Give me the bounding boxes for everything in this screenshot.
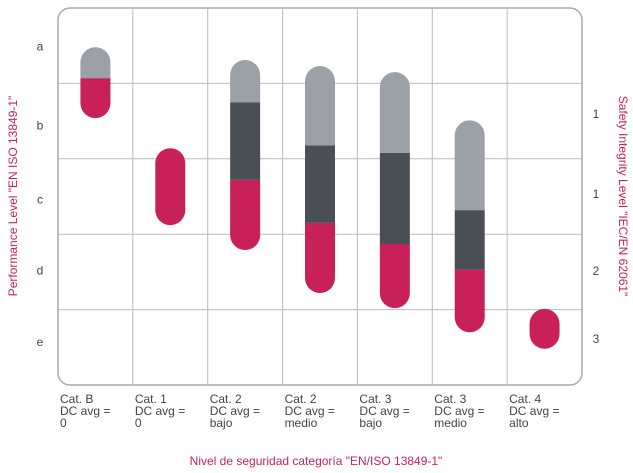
x-tick-label: DC avg = xyxy=(434,404,484,418)
y-tick-label: a xyxy=(37,39,44,53)
y-tick-label: b xyxy=(37,119,44,133)
x-tick-label: DC avg = xyxy=(285,404,335,418)
bar-segment xyxy=(305,66,335,146)
bar-segment xyxy=(379,152,410,245)
x-tick-label: medio xyxy=(285,416,318,430)
plot-frame xyxy=(57,7,583,386)
bar-segment xyxy=(155,148,186,226)
bar-segment xyxy=(305,145,335,223)
y2-tick-label: 1 xyxy=(593,107,600,121)
y-axis-label: Performance Level "EN ISO 13849-1" xyxy=(6,96,20,297)
x-tick-label: 0 xyxy=(60,416,67,430)
y-tick-label: e xyxy=(37,335,44,349)
bar-segment xyxy=(230,60,261,103)
bar-segment xyxy=(529,308,560,349)
bar-segment xyxy=(305,222,335,294)
x-tick-label: alto xyxy=(509,416,529,430)
x-tick-label: DC avg = xyxy=(359,404,409,418)
x-tick-label: medio xyxy=(434,416,467,430)
x-axis-label: Nivel de seguridad categoría "EN/ISO 138… xyxy=(190,454,443,468)
bar-segment xyxy=(379,72,410,153)
y2-axis-label: Safety Integrity Level "IEC/EN 62061" xyxy=(616,96,630,297)
x-tick-label: bajo xyxy=(210,416,233,430)
y2-tick-label: 1 xyxy=(593,187,600,201)
bar-segment xyxy=(230,102,261,180)
y2-tick-label: 2 xyxy=(593,264,600,278)
x-tick-label: Cat. 3 xyxy=(359,392,391,406)
x-tick-label: DC avg = xyxy=(210,404,260,418)
bar-segment xyxy=(80,47,111,79)
x-tick-label: DC avg = xyxy=(135,404,185,418)
bar-segment xyxy=(230,179,261,251)
y-tick-label: d xyxy=(37,263,44,277)
x-tick-label: bajo xyxy=(359,416,382,430)
x-tick-label: Cat. B xyxy=(60,392,93,406)
bar-segment xyxy=(379,244,410,309)
y-tick-label: c xyxy=(37,192,43,206)
x-tick-label: DC avg = xyxy=(509,404,559,418)
y2-tick-label: 3 xyxy=(593,332,600,346)
bar-segment xyxy=(454,120,485,211)
x-tick-label: Cat. 4 xyxy=(509,392,541,406)
bar-segment xyxy=(454,269,485,333)
x-tick-label: Cat. 2 xyxy=(210,392,242,406)
x-tick-label: Cat. 2 xyxy=(285,392,317,406)
x-tick-label: Cat. 3 xyxy=(434,392,466,406)
x-tick-label: Cat. 1 xyxy=(135,392,167,406)
x-tick-label: 0 xyxy=(135,416,142,430)
x-tick-label: DC avg = xyxy=(60,404,110,418)
bar-segment xyxy=(454,210,485,270)
bar-segment xyxy=(80,78,111,119)
